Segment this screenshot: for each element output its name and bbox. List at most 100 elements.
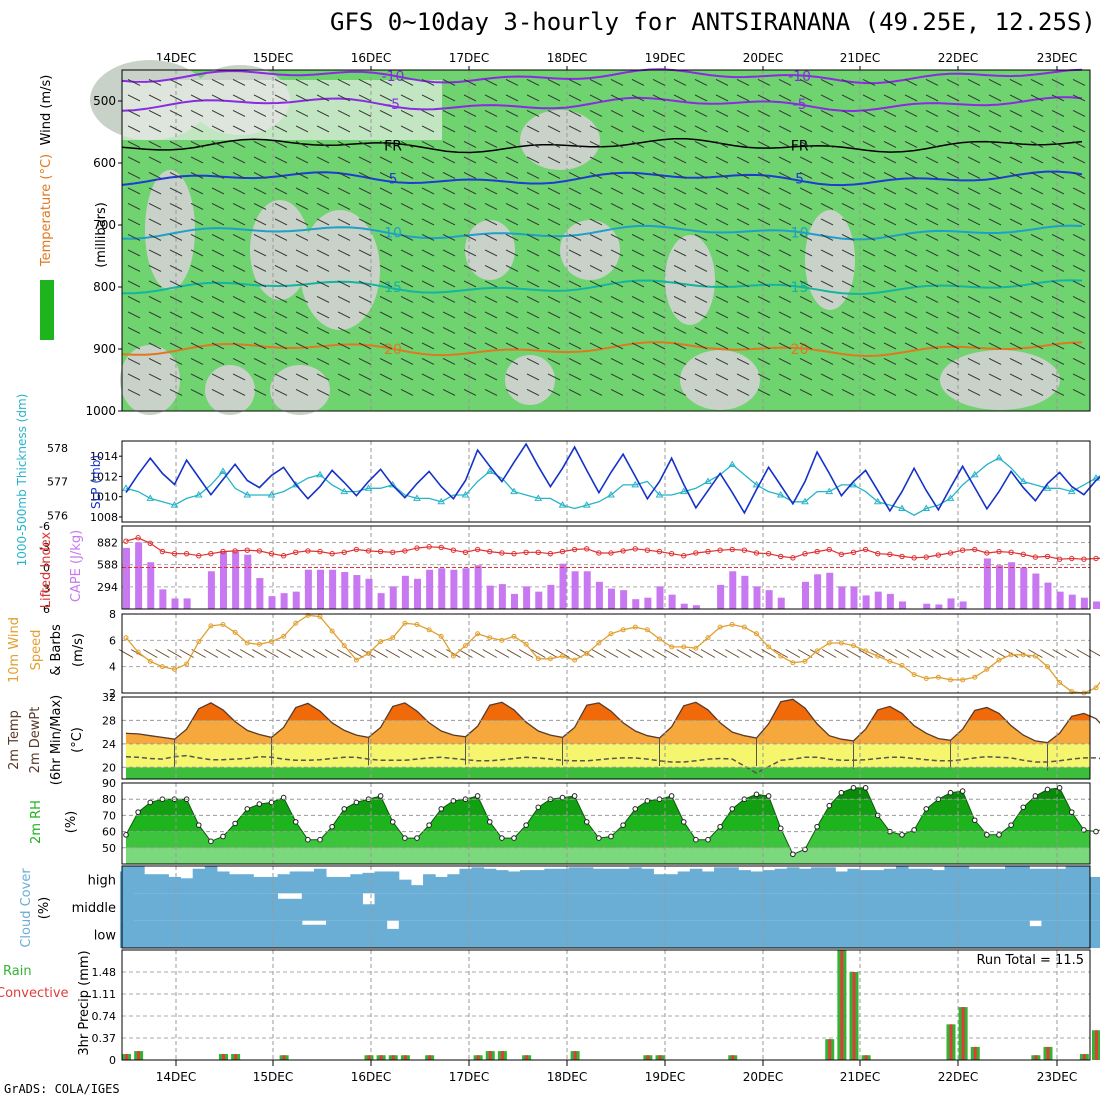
cape-bar [886,593,894,609]
cloud-bar [689,893,703,921]
wind-barb-10m [215,649,231,658]
wind-barb [589,342,603,350]
li-marker [838,551,845,558]
wind-barb [694,311,708,319]
cloud-bar [471,893,485,921]
wind-barb [379,388,393,396]
cape-bar [983,558,991,609]
li-marker [693,550,699,556]
wind-barb [1051,388,1065,396]
thickness-marker [1067,487,1076,495]
wind-barb [841,187,855,195]
cloud-bar [604,868,618,894]
wind-barb [316,311,330,319]
wind-barb [484,140,498,148]
wind-barb-10m [846,649,861,658]
wind-barb [1051,187,1065,195]
wind-barb [505,109,519,117]
li-marker [462,549,469,555]
wind-barb [232,78,246,86]
wind-barb [988,109,1002,117]
wind-barb [631,233,645,241]
wind-barb-10m [712,649,728,658]
wind-barb [778,202,792,210]
cloud-bar [156,893,169,921]
wind-barb [421,280,435,288]
wind-barb [862,187,876,195]
wind-barb [505,233,519,241]
rh-marker [353,799,360,806]
wind-barb [484,249,498,257]
wind-barb [820,187,834,195]
isotherm-label: 20 [384,342,402,358]
wind-barb [337,233,351,241]
wind-barb [316,233,330,241]
rh-marker [571,793,578,799]
wind-barb [400,326,414,334]
wind-barb [169,171,183,179]
pressure-tick-label: 700 [93,218,116,232]
wind-barb [925,156,939,164]
wind-barb [505,373,519,381]
wind-barb [421,109,435,117]
wind-speed-marker [984,666,990,672]
wind-barb [820,388,834,396]
rh-marker [668,793,675,799]
cloud-bar [435,893,448,921]
cloud-bar [859,920,873,948]
wind-barb [631,218,645,226]
li-marker [935,552,942,558]
wind-speed-marker [887,658,893,664]
wind-barb [148,171,162,179]
wind-barb [694,187,708,195]
thickness-marker [946,494,955,501]
wind-barb [127,280,141,288]
wind-barb [652,109,666,117]
wind-barb [820,218,834,226]
wind-barb [799,280,813,288]
wind-barb [1072,264,1086,272]
li-marker [862,546,869,553]
wind-barb [127,202,141,210]
wind-barb [841,171,855,179]
cape-bar [292,591,300,609]
wind-barb [274,295,288,303]
li-marker [608,550,614,556]
wind-barb [295,140,309,148]
wind-barb [610,264,624,272]
wind-barb [694,156,708,164]
wind-barb [904,311,918,319]
wind-barb [883,78,897,86]
wind-barb [799,233,813,241]
cape-bar [353,575,361,609]
wind-barb [883,264,897,272]
wind-speed-marker [657,636,662,642]
wind-barb-10m [603,649,619,658]
wind-barb [946,140,960,148]
thickness-marker [413,494,421,501]
wind-barb [988,295,1002,303]
precip-tick-label: 0 [109,1054,116,1067]
wind-barb-10m [591,649,607,658]
cloud-bar [992,893,1006,921]
cape-bar [401,575,409,609]
cloud-bar [495,893,509,921]
wind-barb [841,94,855,102]
wind-barb [631,342,645,350]
cloud-bar [701,871,715,894]
wind-barb [148,187,162,195]
cloud-bar [701,920,715,948]
wind-barb [841,280,855,288]
cloud-bar [677,871,691,894]
wind-speed-marker [269,639,274,645]
wind-barb [253,264,267,272]
wind-barb [778,171,792,179]
wind-barb [904,218,918,226]
wind-barb [757,311,771,319]
wind-barb [988,125,1002,133]
wind-barb [379,140,393,148]
cloud-bar [338,893,351,921]
cloud-bar [859,870,873,894]
rh-dry-patch [665,235,715,325]
wind-barb [757,233,771,241]
